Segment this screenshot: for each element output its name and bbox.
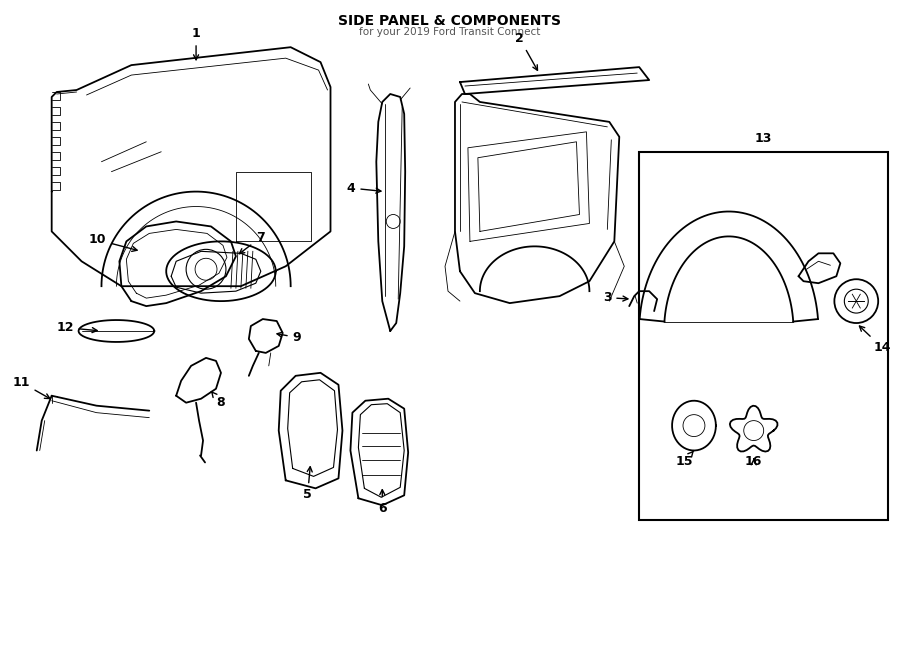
Text: 9: 9: [277, 331, 302, 344]
Text: 7: 7: [239, 231, 265, 254]
Text: 15: 15: [675, 451, 694, 469]
Text: 1: 1: [192, 27, 201, 59]
Text: 8: 8: [212, 391, 225, 408]
Text: 16: 16: [745, 455, 762, 469]
Text: 11: 11: [13, 375, 50, 399]
Text: 6: 6: [378, 490, 387, 515]
Text: 14: 14: [860, 326, 891, 354]
Text: 10: 10: [89, 233, 137, 251]
Text: SIDE PANEL & COMPONENTS: SIDE PANEL & COMPONENTS: [338, 15, 562, 28]
Text: for your 2019 Ford Transit Connect: for your 2019 Ford Transit Connect: [359, 27, 541, 37]
Text: 2: 2: [516, 32, 537, 70]
Text: 3: 3: [603, 291, 628, 304]
Bar: [639, 152, 888, 520]
Text: 4: 4: [346, 182, 381, 194]
Text: 5: 5: [303, 467, 312, 501]
Text: 12: 12: [56, 321, 97, 334]
Text: 13: 13: [755, 132, 772, 145]
